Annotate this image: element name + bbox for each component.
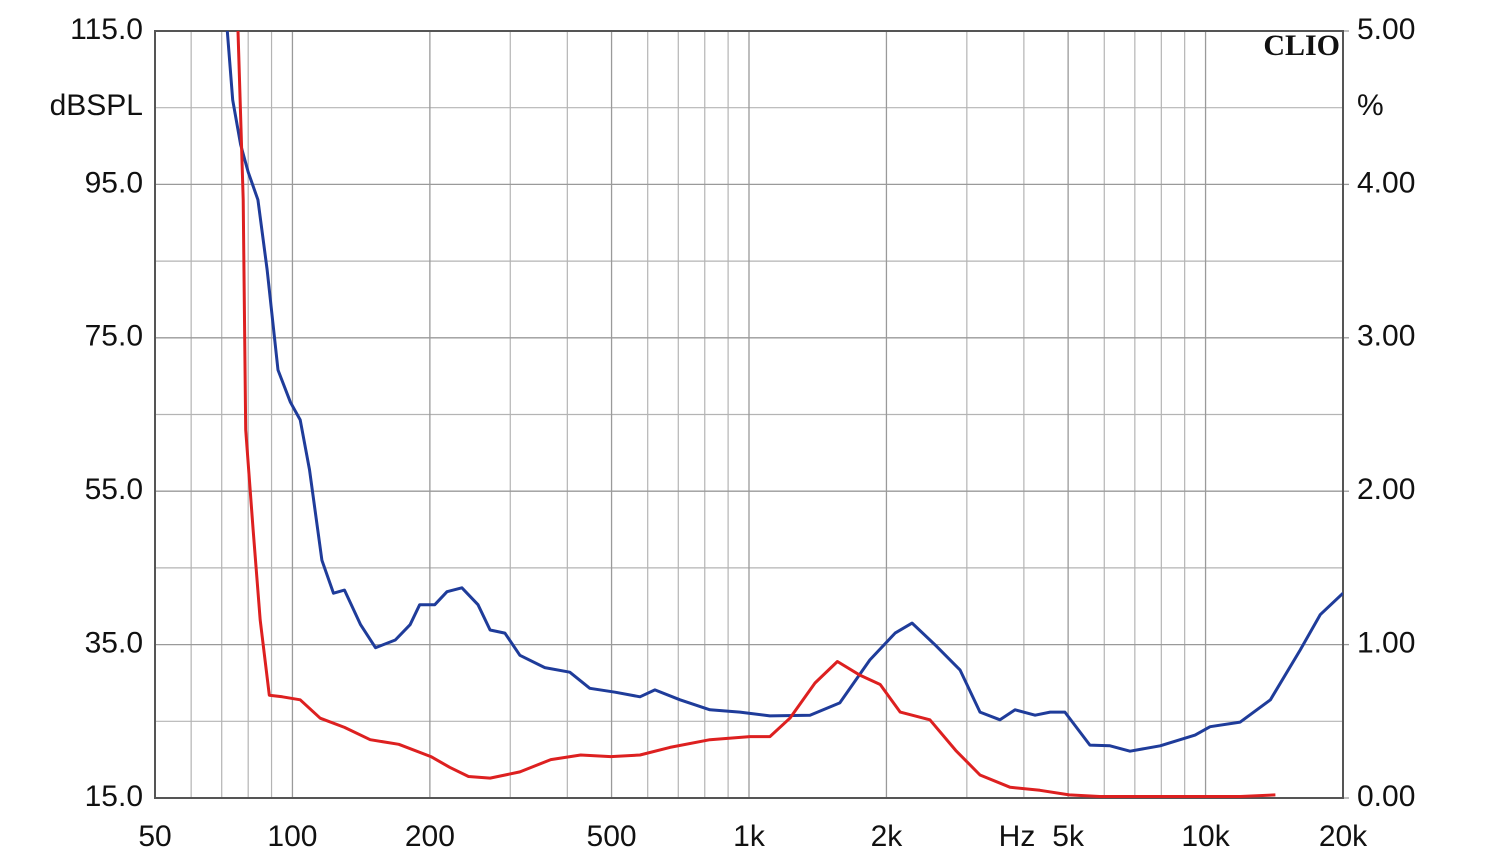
x-tick-label: 5k xyxy=(1052,820,1085,853)
y2-tick-label: 3.00 xyxy=(1357,320,1415,353)
y2-tick-label: 5.00 xyxy=(1357,13,1415,46)
series-line xyxy=(225,31,1343,753)
y2-axis-label: % xyxy=(1357,89,1384,122)
x-tick-label: 500 xyxy=(587,820,637,853)
x-tick-label: 50 xyxy=(138,820,171,853)
x-tick-label: 100 xyxy=(267,820,317,853)
series-group xyxy=(225,31,1343,798)
y-tick-label: 15.0 xyxy=(85,780,143,813)
y-tick-label: 35.0 xyxy=(85,627,143,660)
x-tick-label: 1k xyxy=(733,820,766,853)
series-line xyxy=(236,31,1276,798)
x-axis-label: Hz xyxy=(999,820,1036,853)
y2-tick-label: 1.00 xyxy=(1357,627,1415,660)
y2-tick-label: 2.00 xyxy=(1357,473,1415,506)
y2-tick-label: 4.00 xyxy=(1357,166,1415,199)
grid xyxy=(154,30,1349,799)
y-tick-label: 115.0 xyxy=(70,13,143,46)
plot-frame xyxy=(154,30,1344,799)
y-tick-label: 75.0 xyxy=(85,320,143,353)
y2-tick-label: 0.00 xyxy=(1357,780,1415,813)
x-tick-label: 2k xyxy=(871,820,904,853)
y-axis-label: dBSPL xyxy=(50,89,143,122)
y-tick-label: 95.0 xyxy=(85,166,143,199)
x-tick-label: 10k xyxy=(1181,820,1230,853)
x-tick-label: 20k xyxy=(1319,820,1368,853)
y-tick-label: 55.0 xyxy=(85,473,143,506)
x-tick-label: 200 xyxy=(405,820,455,853)
brand: CLIO xyxy=(1263,29,1340,62)
